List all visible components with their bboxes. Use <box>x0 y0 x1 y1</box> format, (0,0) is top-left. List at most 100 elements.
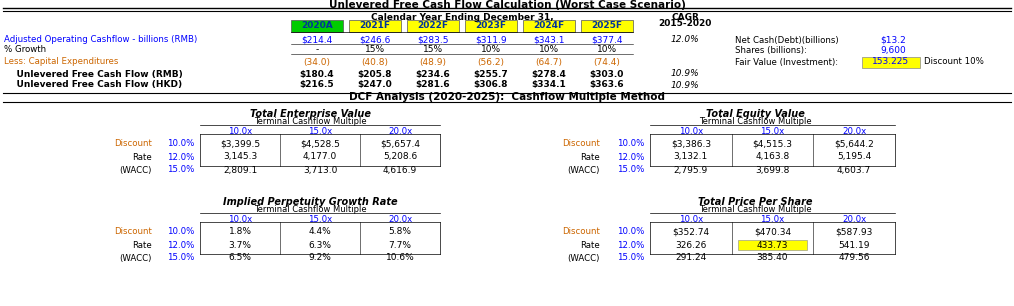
Text: 9.2%: 9.2% <box>308 253 332 263</box>
Text: Implied Perpetuity Growth Rate: Implied Perpetuity Growth Rate <box>223 197 397 207</box>
Text: 2023F: 2023F <box>476 21 507 31</box>
Text: (WACC): (WACC) <box>120 253 152 263</box>
Text: 1.8%: 1.8% <box>228 227 251 237</box>
Text: 3,145.3: 3,145.3 <box>223 152 258 162</box>
Text: 2025F: 2025F <box>591 21 623 31</box>
Text: 10%: 10% <box>597 46 618 54</box>
Text: 10.9%: 10.9% <box>670 69 700 79</box>
Bar <box>291 20 343 32</box>
Text: Unlevered Free Cash Flow Calculation (Worst Case Scenario): Unlevered Free Cash Flow Calculation (Wo… <box>329 0 685 10</box>
Text: 15.0%: 15.0% <box>166 253 194 263</box>
Text: 10.0x: 10.0x <box>678 215 703 223</box>
Text: Discount: Discount <box>115 140 152 148</box>
Text: $587.93: $587.93 <box>836 227 873 237</box>
Text: Rate: Rate <box>132 152 152 162</box>
Text: 153.225: 153.225 <box>872 58 910 66</box>
Text: Fair Value (Investment):: Fair Value (Investment): <box>735 58 839 66</box>
Text: (64.7): (64.7) <box>535 58 563 66</box>
Text: 326.26: 326.26 <box>675 241 707 249</box>
Bar <box>523 20 575 32</box>
Text: $3,386.3: $3,386.3 <box>671 140 711 148</box>
Text: Terminal Cashflow Multiple: Terminal Cashflow Multiple <box>254 118 366 126</box>
Text: 6.5%: 6.5% <box>228 253 251 263</box>
Text: (WACC): (WACC) <box>568 253 600 263</box>
Text: 12.0%: 12.0% <box>166 152 194 162</box>
Text: 20.0x: 20.0x <box>388 215 412 223</box>
Text: 10.0x: 10.0x <box>228 126 252 136</box>
Text: Total Price Per Share: Total Price Per Share <box>698 197 812 207</box>
Text: 15.0x: 15.0x <box>760 126 785 136</box>
Text: 15.0%: 15.0% <box>166 166 194 174</box>
Text: $3,399.5: $3,399.5 <box>220 140 260 148</box>
Text: Total Enterprise Value: Total Enterprise Value <box>249 109 370 119</box>
Text: 291.24: 291.24 <box>675 253 707 263</box>
Text: Terminal Cashflow Multiple: Terminal Cashflow Multiple <box>699 118 811 126</box>
Text: 2,795.9: 2,795.9 <box>673 166 708 174</box>
Text: 5.8%: 5.8% <box>388 227 412 237</box>
Text: $246.6: $246.6 <box>359 35 390 44</box>
Text: 20.0x: 20.0x <box>842 215 866 223</box>
Text: 5,195.4: 5,195.4 <box>837 152 871 162</box>
Text: $343.1: $343.1 <box>533 35 565 44</box>
Text: Discount: Discount <box>115 227 152 237</box>
Text: 2022F: 2022F <box>418 21 448 31</box>
Text: 10.0%: 10.0% <box>166 140 194 148</box>
Text: 2015-2020: 2015-2020 <box>658 18 712 28</box>
Text: Terminal Cashflow Multiple: Terminal Cashflow Multiple <box>699 206 811 215</box>
Text: 5,208.6: 5,208.6 <box>383 152 417 162</box>
Text: 15.0%: 15.0% <box>617 253 644 263</box>
Text: Calendar Year Ending December 31,: Calendar Year Ending December 31, <box>371 13 554 21</box>
Text: (48.9): (48.9) <box>420 58 446 66</box>
Text: Rate: Rate <box>580 152 600 162</box>
Text: Terminal Cashflow Multiple: Terminal Cashflow Multiple <box>254 206 366 215</box>
Text: $303.0: $303.0 <box>590 69 625 79</box>
Text: % Growth: % Growth <box>4 46 46 54</box>
Text: $234.6: $234.6 <box>416 69 450 79</box>
Text: 12.0%: 12.0% <box>617 152 644 162</box>
Text: Rate: Rate <box>580 241 600 249</box>
Text: $216.5: $216.5 <box>300 80 335 89</box>
Text: 12.0%: 12.0% <box>670 35 700 44</box>
Text: 10.6%: 10.6% <box>385 253 415 263</box>
Bar <box>349 20 401 32</box>
Text: $281.6: $281.6 <box>416 80 450 89</box>
Text: (74.4): (74.4) <box>593 58 621 66</box>
Text: 2021F: 2021F <box>360 21 390 31</box>
Text: $470.34: $470.34 <box>754 227 791 237</box>
Text: 20.0x: 20.0x <box>388 126 412 136</box>
Text: 3,699.8: 3,699.8 <box>755 166 790 174</box>
Text: $5,644.2: $5,644.2 <box>835 140 874 148</box>
Text: 12.0%: 12.0% <box>617 241 644 249</box>
Text: 10.0x: 10.0x <box>228 215 252 223</box>
Text: 10.0%: 10.0% <box>166 227 194 237</box>
Text: $4,528.5: $4,528.5 <box>300 140 340 148</box>
Text: $283.5: $283.5 <box>417 35 449 44</box>
Text: $363.6: $363.6 <box>590 80 625 89</box>
Text: 10.0%: 10.0% <box>617 140 644 148</box>
Text: $255.7: $255.7 <box>474 69 508 79</box>
Bar <box>465 20 517 32</box>
Text: $334.1: $334.1 <box>531 80 567 89</box>
Text: $4,515.3: $4,515.3 <box>752 140 793 148</box>
Text: Net Cash(Debt)(billions): Net Cash(Debt)(billions) <box>735 35 839 44</box>
Text: 15%: 15% <box>423 46 443 54</box>
Text: 385.40: 385.40 <box>756 253 788 263</box>
Text: 4,163.8: 4,163.8 <box>755 152 790 162</box>
Text: 433.73: 433.73 <box>756 241 788 249</box>
Text: 15%: 15% <box>365 46 385 54</box>
Text: Rate: Rate <box>132 241 152 249</box>
Text: Shares (billions):: Shares (billions): <box>735 46 807 54</box>
Text: $13.2: $13.2 <box>880 35 906 44</box>
Text: $352.74: $352.74 <box>672 227 710 237</box>
Text: 15.0x: 15.0x <box>308 126 333 136</box>
Text: 3,132.1: 3,132.1 <box>673 152 708 162</box>
Text: 2,809.1: 2,809.1 <box>223 166 258 174</box>
Bar <box>581 20 633 32</box>
Text: 2020A: 2020A <box>301 21 333 31</box>
Text: (56.2): (56.2) <box>478 58 505 66</box>
Text: 10.0x: 10.0x <box>678 126 703 136</box>
Bar <box>738 240 807 250</box>
Bar <box>407 20 459 32</box>
Text: Adjusted Operating Cashflow - billions (RMB): Adjusted Operating Cashflow - billions (… <box>4 35 198 44</box>
Text: Discount 10%: Discount 10% <box>924 58 984 66</box>
